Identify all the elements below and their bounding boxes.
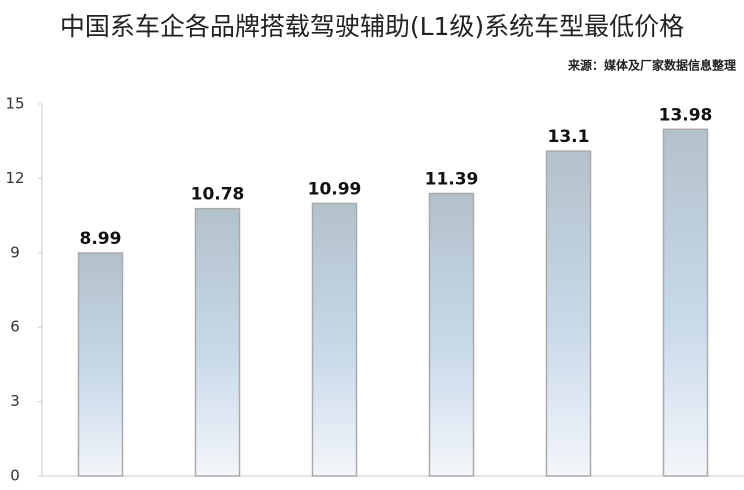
bar — [545, 150, 592, 477]
chart-title: 中国系车企各品牌搭载驾驶辅助(L1级)系统车型最低价格 — [60, 12, 684, 41]
y-tick-label: 12 — [5, 169, 24, 187]
y-tick-label: 15 — [5, 95, 24, 113]
y-tick-label: 9 — [10, 243, 20, 261]
value-label: 10.99 — [308, 179, 362, 199]
y-tick-label: 0 — [10, 467, 20, 485]
value-label: 10.78 — [191, 185, 245, 205]
value-label: 11.39 — [425, 170, 479, 190]
chart-subtitle: 来源：媒体及厂家数据信息整理 — [567, 58, 736, 73]
value-label: 13.98 — [659, 105, 713, 125]
y-tick-label: 6 — [10, 318, 20, 336]
bar — [194, 207, 241, 477]
bar — [428, 192, 475, 477]
bar — [662, 128, 709, 477]
bar — [311, 202, 358, 477]
value-label: 13.1 — [548, 127, 590, 147]
bar — [77, 252, 124, 477]
y-tick-label: 3 — [10, 392, 20, 410]
value-label: 8.99 — [80, 229, 122, 249]
